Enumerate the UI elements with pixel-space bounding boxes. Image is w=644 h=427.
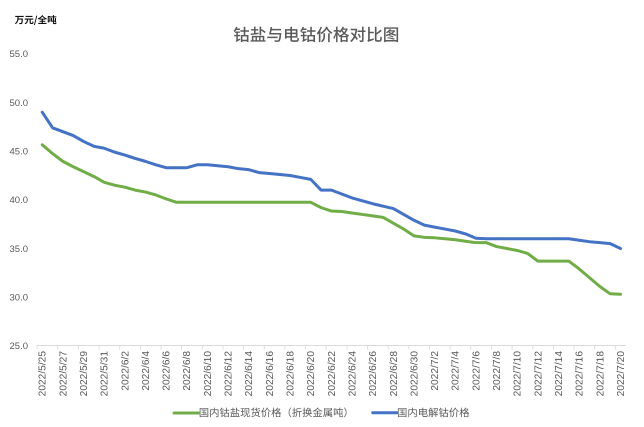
svg-text:2022/7/18: 2022/7/18 — [595, 351, 606, 397]
svg-text:2022/7/20: 2022/7/20 — [616, 351, 627, 397]
svg-text:2022/6/8: 2022/6/8 — [182, 351, 193, 391]
svg-text:2022/6/30: 2022/6/30 — [409, 351, 420, 397]
svg-text:25.0: 25.0 — [10, 341, 29, 352]
svg-text:55.0: 55.0 — [10, 49, 29, 60]
svg-text:2022/5/29: 2022/5/29 — [79, 351, 90, 397]
svg-text:2022/6/10: 2022/6/10 — [203, 351, 214, 397]
svg-text:2022/6/4: 2022/6/4 — [141, 351, 152, 391]
svg-text:50.0: 50.0 — [10, 98, 29, 109]
svg-text:2022/7/6: 2022/7/6 — [471, 351, 482, 391]
svg-text:2022/6/12: 2022/6/12 — [224, 351, 235, 397]
svg-text:2022/6/26: 2022/6/26 — [368, 351, 379, 397]
svg-text:2022/6/28: 2022/6/28 — [389, 351, 400, 397]
svg-text:2022/6/18: 2022/6/18 — [285, 351, 296, 397]
svg-text:2022/7/12: 2022/7/12 — [533, 351, 544, 397]
svg-text:30.0: 30.0 — [10, 293, 29, 304]
svg-text:2022/6/22: 2022/6/22 — [327, 351, 338, 397]
svg-text:2022/7/2: 2022/7/2 — [430, 351, 441, 391]
svg-text:2022/7/10: 2022/7/10 — [513, 351, 524, 397]
svg-text:40.0: 40.0 — [10, 195, 29, 206]
svg-text:2022/6/6: 2022/6/6 — [162, 351, 173, 391]
svg-text:2022/5/25: 2022/5/25 — [38, 351, 49, 397]
svg-text:2022/6/16: 2022/6/16 — [265, 351, 276, 397]
svg-text:2022/7/14: 2022/7/14 — [554, 351, 565, 397]
svg-text:2022/7/4: 2022/7/4 — [451, 351, 462, 391]
svg-text:2022/7/16: 2022/7/16 — [575, 351, 586, 397]
svg-text:2022/6/14: 2022/6/14 — [244, 351, 255, 397]
svg-text:2022/5/31: 2022/5/31 — [100, 351, 111, 397]
svg-text:2022/6/20: 2022/6/20 — [306, 351, 317, 397]
svg-text:2022/6/2: 2022/6/2 — [120, 351, 131, 391]
svg-text:2022/7/8: 2022/7/8 — [492, 351, 503, 391]
svg-text:2022/6/24: 2022/6/24 — [347, 351, 358, 397]
svg-text:45.0: 45.0 — [10, 147, 29, 158]
svg-text:35.0: 35.0 — [10, 244, 29, 255]
svg-text:2022/5/27: 2022/5/27 — [58, 351, 69, 397]
